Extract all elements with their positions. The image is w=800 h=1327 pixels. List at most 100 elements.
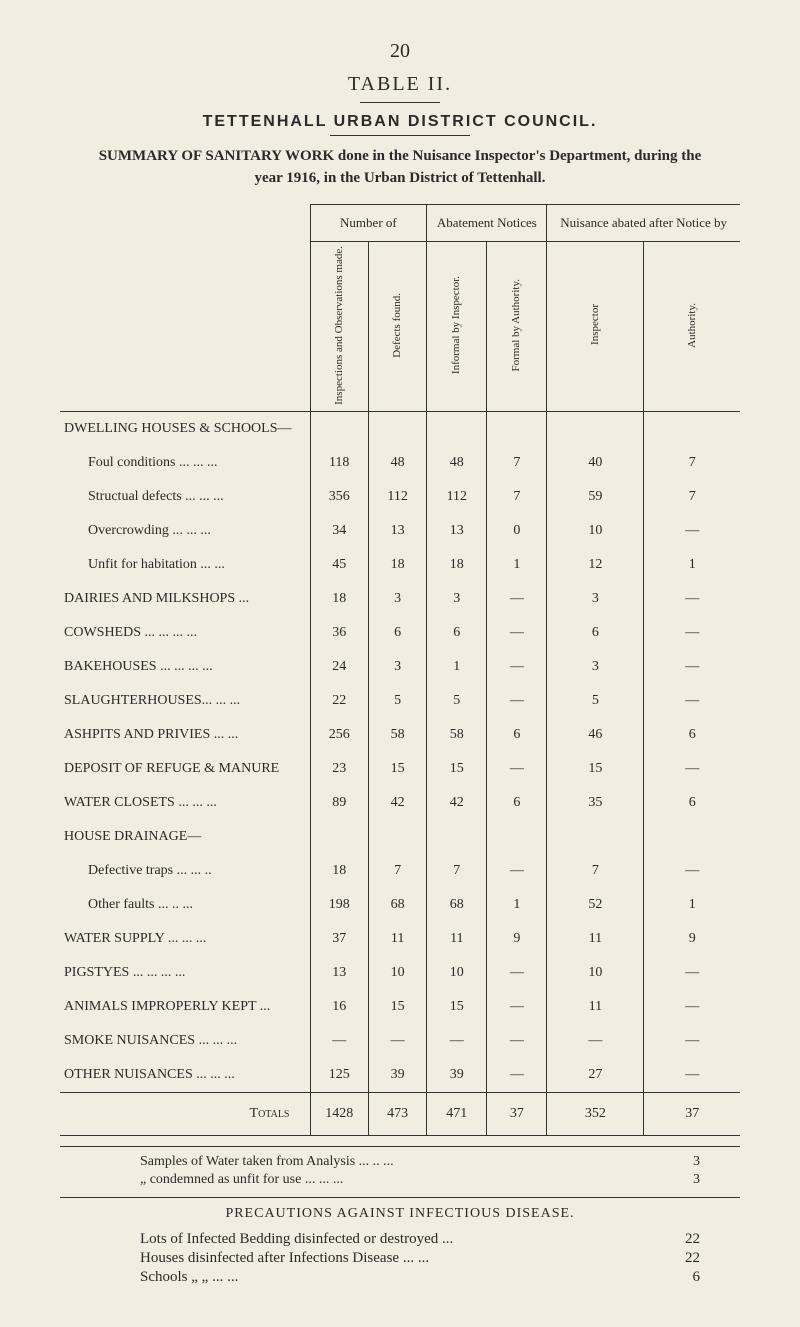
totals-label: Totals [60,1093,310,1136]
table-cell: 12 [547,548,644,582]
table-cell: 9 [487,922,547,956]
table-cell: 68 [427,888,487,922]
table-cell: 18 [310,854,368,888]
table-cell: 7 [547,854,644,888]
table-cell: 37 [310,922,368,956]
row-label: SMOKE NUISANCES ... ... ... [60,1024,310,1058]
table-row: Defective traps ... ... ..1877—7— [60,854,740,888]
table-row: OTHER NUISANCES ... ... ...1253939—27— [60,1058,740,1093]
water-samples-section: Samples of Water taken from Analysis ...… [60,1146,740,1189]
table-cell: — [427,1024,487,1058]
totals-cell: 37 [487,1093,547,1136]
precaution-value: 22 [685,1250,700,1267]
table-cell: — [487,752,547,786]
table-cell: 15 [547,752,644,786]
table-cell: 89 [310,786,368,820]
table-cell: — [487,684,547,718]
col-defects: Defects found. [368,241,426,412]
precaution-label: Schools „ „ ... ... [140,1269,238,1286]
table-row: DEPOSIT OF REFUGE & MANURE231515—15— [60,752,740,786]
table-cell: 6 [644,786,740,820]
table-cell: 1 [644,548,740,582]
table-cell: 34 [310,514,368,548]
table-cell: 256 [310,718,368,752]
table-cell [368,412,426,447]
table-cell: 118 [310,446,368,480]
table-cell: 112 [368,480,426,514]
table-cell: 11 [547,990,644,1024]
table-cell: 15 [427,990,487,1024]
table-cell [487,412,547,447]
table-cell: 1 [487,888,547,922]
table-cell: 13 [368,514,426,548]
col-informal: Informal by Inspector. [427,241,487,412]
row-label: PIGSTYES ... ... ... ... [60,956,310,990]
table-cell [547,820,644,854]
table-cell: 3 [547,650,644,684]
table-cell: 7 [487,446,547,480]
table-cell: 52 [547,888,644,922]
table-cell: — [487,1058,547,1093]
col-formal: Formal by Authority. [487,241,547,412]
table-row: DWELLING HOUSES & SCHOOLS— [60,412,740,447]
table-cell: 7 [487,480,547,514]
table-cell: 11 [368,922,426,956]
row-label: OTHER NUISANCES ... ... ... [60,1058,310,1093]
table-cell: 40 [547,446,644,480]
summary-value: 3 [693,1172,700,1188]
page-number: 20 [60,40,740,63]
totals-cell: 352 [547,1093,644,1136]
table-row: WATER CLOSETS ... ... ...8942426356 [60,786,740,820]
table-cell: 24 [310,650,368,684]
table-row: PIGSTYES ... ... ... ...131010—10— [60,956,740,990]
summary-line: Samples of Water taken from Analysis ...… [60,1153,740,1171]
table-row: HOUSE DRAINAGE— [60,820,740,854]
table-row: Overcrowding ... ... ...341313010— [60,514,740,548]
table-row: Foul conditions ... ... ...11848487407 [60,446,740,480]
row-label: BAKEHOUSES ... ... ... ... [60,650,310,684]
table-cell: 18 [427,548,487,582]
table-cell [547,412,644,447]
table-cell: 3 [368,582,426,616]
table-cell: — [644,582,740,616]
table-cell: 15 [368,990,426,1024]
table-cell: 3 [547,582,644,616]
table-cell: — [644,650,740,684]
table-row: Structual defects ... ... ...35611211275… [60,480,740,514]
table-cell: — [644,514,740,548]
table-cell: 1 [427,650,487,684]
table-cell: 6 [487,786,547,820]
table-cell: 7 [368,854,426,888]
table-group-header: Number of Abatement Notices Nuisance aba… [60,204,740,241]
table-cell: 0 [487,514,547,548]
table-cell: — [644,854,740,888]
col-authority: Authority. [644,241,740,412]
table-cell: 10 [368,956,426,990]
table-cell: 23 [310,752,368,786]
table-cell: 42 [427,786,487,820]
table-cell: — [487,1024,547,1058]
row-label: DAIRIES AND MILKSHOPS ... [60,582,310,616]
table-cell: 16 [310,990,368,1024]
row-label: Overcrowding ... ... ... [60,514,310,548]
row-label: ASHPITS AND PRIVIES ... ... [60,718,310,752]
table-cell: — [644,1024,740,1058]
table-cell: 356 [310,480,368,514]
table-cell: 18 [368,548,426,582]
table-cell [427,412,487,447]
precaution-line: Houses disinfected after Infections Dise… [60,1249,740,1268]
table-cell: — [644,752,740,786]
summary-text: SUMMARY OF SANITARY WORK done in the Nui… [90,146,710,190]
row-label: WATER CLOSETS ... ... ... [60,786,310,820]
table-cell: — [368,1024,426,1058]
table-cell: 15 [427,752,487,786]
table-cell: 11 [427,922,487,956]
totals-cell: 37 [644,1093,740,1136]
table-cell: 11 [547,922,644,956]
table-cell: 5 [427,684,487,718]
table-cell: — [644,956,740,990]
table-cell: 68 [368,888,426,922]
col-group-number-of: Number of [310,204,427,241]
table-cell [487,820,547,854]
table-cell: 1 [644,888,740,922]
